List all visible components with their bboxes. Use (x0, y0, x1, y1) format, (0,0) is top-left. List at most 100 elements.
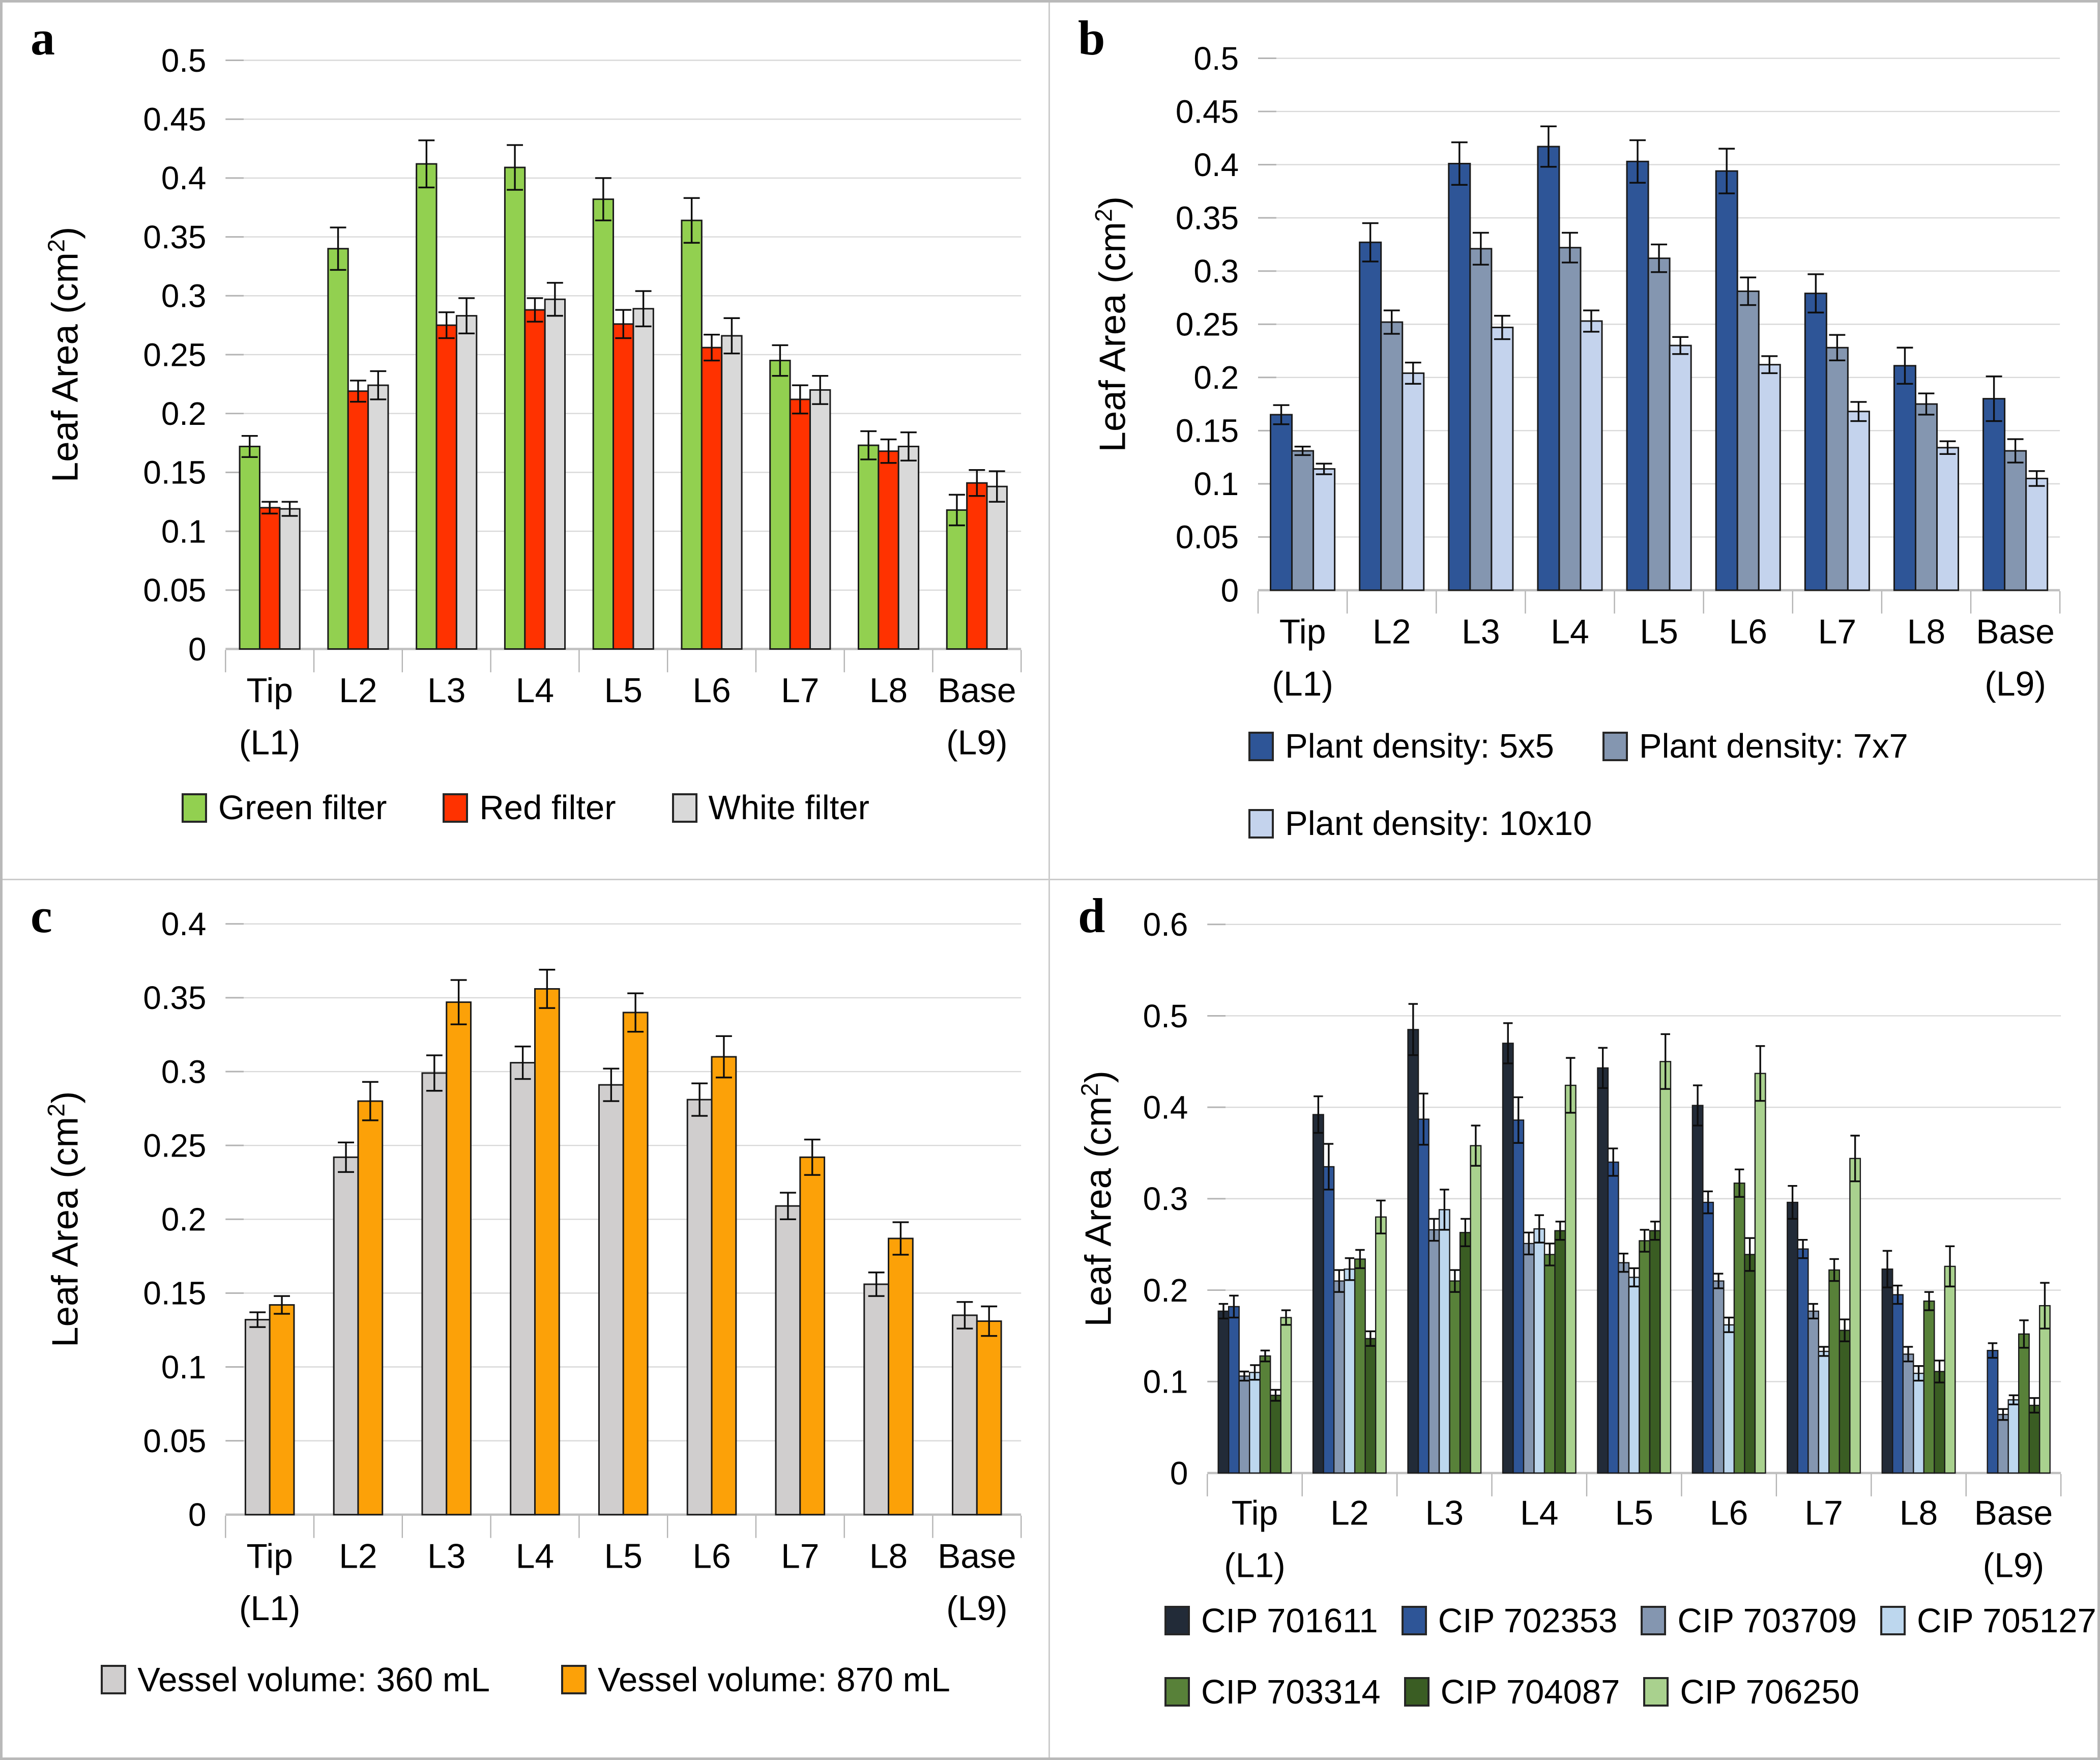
panel-letter-b: b (1078, 11, 1105, 65)
bar-cip-701611 (1787, 1201, 1799, 1474)
bar-plant-density-7x7 (2004, 450, 2027, 591)
x-category-label: L8 (869, 672, 908, 710)
x-category-label: L5 (604, 1537, 643, 1575)
bar-green-filter (416, 163, 438, 650)
bar-cip-706250 (1470, 1144, 1482, 1474)
x-category-label: L3 (1425, 1494, 1464, 1532)
bar-green-filter (239, 445, 260, 650)
bar-cip-702353 (1892, 1293, 1904, 1474)
y-tick-label: 0.2 (161, 395, 207, 432)
bar-vessel-volume-360-ml (775, 1205, 801, 1515)
bar-cip-704087 (1364, 1338, 1377, 1474)
bar-cip-702353 (1512, 1119, 1525, 1474)
bar-vessel-volume-870-ml (357, 1100, 384, 1515)
bar-plant-density-5x5 (1359, 241, 1382, 591)
y-axis-title: Leaf Area (cm2) (43, 227, 86, 483)
x-category-label: L8 (869, 1537, 908, 1575)
x-category-label: L8 (1907, 613, 1945, 651)
bar-cip-703709 (1997, 1413, 2009, 1474)
bar-cip-706250 (1659, 1060, 1672, 1474)
y-tick-label: 0.3 (161, 1053, 207, 1090)
y-tick-label: 0.3 (161, 278, 207, 314)
bar-plant-density-7x7 (1914, 403, 1938, 591)
bar-white-filter (721, 335, 743, 650)
y-tick-label: 0 (1170, 1455, 1188, 1491)
y-tick-label: 0.5 (161, 42, 207, 79)
bar-plant-density-5x5 (1804, 293, 1827, 591)
bar-cip-703709 (1428, 1229, 1440, 1474)
x-category-label: (L9) (946, 724, 1007, 762)
y-tick-label: 0.05 (1176, 519, 1239, 556)
x-category-label: (L1) (239, 724, 300, 762)
x-category-label: L7 (781, 672, 819, 710)
bar-white-filter (632, 308, 654, 650)
chart-canvas-c: 0 0.05 0.1 0.15 0.2 0.25 0.3 0.35 0.4 Tip (L1) L2 L3… (43, 906, 1022, 1628)
x-category-label: L6 (692, 672, 731, 710)
bar-cip-705127 (1249, 1371, 1261, 1474)
y-tick-label: 0.5 (1143, 997, 1188, 1034)
bar-cip-704087 (1934, 1370, 1945, 1474)
bar-cip-706250 (1280, 1316, 1292, 1474)
bar-plant-density-10x10 (1312, 468, 1336, 591)
x-category-label: L5 (604, 672, 643, 710)
bar-cip-702353 (1228, 1306, 1240, 1474)
bar-cip-704087 (1839, 1329, 1851, 1474)
y-tick-label: 0.1 (161, 513, 207, 550)
y-tick-label: 0.45 (1176, 93, 1239, 130)
bar-cip-704087 (1744, 1253, 1756, 1474)
y-tick-label: 0.2 (1193, 359, 1239, 396)
bar-vessel-volume-870-ml (446, 1001, 472, 1515)
x-category-label: (L1) (239, 1590, 300, 1628)
bar-cip-703314 (1449, 1280, 1461, 1474)
chart-canvas-b: 0 0.05 0.1 0.15 0.2 0.25 0.3 0.35 0.4 0.45 0.5 Tip (… (1091, 40, 2061, 703)
y-tick-label: 0.25 (143, 1127, 206, 1164)
bar-plant-density-7x7 (1291, 450, 1315, 591)
bar-cip-703709 (1712, 1280, 1725, 1474)
y-tick-label: 0.35 (1176, 200, 1239, 237)
bar-plant-density-10x10 (1669, 344, 1692, 591)
bar-vessel-volume-870-ml (976, 1320, 1002, 1515)
bar-cip-705127 (2007, 1399, 2020, 1474)
bar-red-filter (701, 347, 723, 650)
x-category-label: L6 (692, 1537, 731, 1575)
bar-white-filter (367, 384, 389, 650)
y-axis-title: Leaf Area (cm2) (43, 1091, 86, 1347)
bar-plant-density-5x5 (1537, 146, 1560, 591)
bar-cip-705127 (1344, 1268, 1356, 1474)
x-category-label: Tip (246, 1537, 293, 1575)
bar-cip-702353 (1702, 1201, 1714, 1474)
y-axis-title: Leaf Area (cm2) (1091, 196, 1133, 452)
x-category-label: L5 (1615, 1494, 1653, 1532)
bar-cip-702353 (1323, 1166, 1335, 1474)
bar-cip-703314 (1828, 1269, 1841, 1474)
bar-vessel-volume-870-ml (269, 1304, 295, 1515)
bar-cip-705127 (1818, 1350, 1830, 1474)
bar-red-filter (612, 323, 634, 650)
bar-cip-703314 (1543, 1253, 1556, 1474)
bar-plant-density-10x10 (1758, 364, 1781, 591)
bar-cip-706250 (1564, 1084, 1577, 1474)
bar-vessel-volume-870-ml (534, 988, 560, 1515)
bar-cip-705127 (1438, 1208, 1450, 1474)
bar-cip-702353 (1987, 1349, 1999, 1474)
y-tick-label: 0.1 (161, 1348, 207, 1385)
x-category-label: Base (1974, 1494, 2053, 1532)
bar-vessel-volume-870-ml (888, 1237, 914, 1515)
bar-green-filter (592, 198, 615, 650)
bar-green-filter (504, 166, 526, 650)
x-category-label: L5 (1640, 613, 1678, 651)
bar-red-filter (435, 324, 457, 650)
x-category-label: (L9) (1985, 665, 2046, 703)
bar-cip-703314 (2018, 1333, 2030, 1474)
x-category-label: Tip (1232, 1494, 1278, 1532)
y-tick-label: 0.35 (143, 219, 206, 255)
bar-cip-701611 (1312, 1113, 1324, 1474)
x-category-label: L7 (1818, 613, 1856, 651)
bar-vessel-volume-870-ml (711, 1055, 737, 1515)
y-axis-title: Leaf Area (cm2) (1076, 1071, 1119, 1326)
bar-cip-701611 (1502, 1042, 1514, 1474)
bar-cip-701611 (1881, 1268, 1893, 1474)
bar-white-filter (455, 315, 478, 650)
x-category-label: (L1) (1224, 1546, 1286, 1584)
